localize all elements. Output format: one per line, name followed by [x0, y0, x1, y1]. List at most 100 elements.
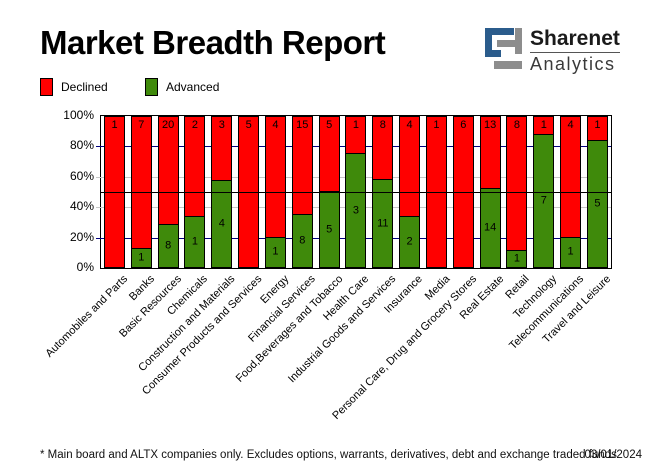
declined-segment: 1 [345, 116, 367, 154]
advanced-value: 7 [540, 194, 547, 207]
declined-value: 2 [191, 119, 199, 131]
advanced-value: 4 [218, 217, 225, 230]
y-tick-60: 60% [69, 168, 94, 183]
advanced-value: 2 [406, 235, 413, 248]
declined-segment: 1 [586, 116, 608, 142]
x-axis-label: Telecommunications [507, 273, 586, 352]
declined-segment: 4 [264, 116, 286, 238]
advanced-segment: 1 [506, 250, 528, 268]
advanced-segment: 1 [264, 236, 286, 268]
x-axis-label: Travel and Leisure [540, 273, 613, 346]
declined-value: 5 [245, 119, 252, 131]
advanced-segment: 3 [345, 153, 367, 268]
declined-segment: 13 [479, 116, 501, 190]
declined-segment: 7 [130, 116, 152, 249]
x-axis-label: Media [422, 273, 452, 303]
y-tick-100: 100% [63, 108, 94, 122]
declined-value: 5 [326, 119, 333, 131]
bar-industrial-goods-and-services: 8 11 [372, 116, 394, 268]
advanced-value: 8 [299, 234, 306, 247]
advanced-segment: 5 [586, 140, 608, 268]
x-axis-label: Basic Resources [117, 273, 184, 340]
advanced-value: 3 [352, 204, 360, 216]
x-axis-label: Food,Beverages and Tobacco [233, 273, 345, 385]
declined-value: 8 [513, 119, 520, 131]
declined-value: 3 [218, 119, 225, 131]
y-tick-40: 40% [69, 199, 94, 214]
logo-name: Sharenet [530, 27, 620, 54]
advanced-value: 11 [377, 217, 389, 229]
declined-value: 1 [540, 119, 547, 131]
x-axis-label: Health Care [320, 273, 371, 323]
y-axis: 100% 80% 60% 40% 20% 0% [0, 108, 96, 274]
legend-item-declined: Declined [40, 78, 108, 96]
declined-value: 4 [406, 119, 413, 131]
x-axis-label: Financial Services [246, 273, 318, 345]
advanced-value: 5 [326, 223, 333, 235]
legend-label-declined: Declined [61, 80, 108, 94]
x-axis-label: Construction and Materials [135, 273, 237, 375]
advanced-segment: 2 [399, 216, 421, 268]
declined-swatch-icon [40, 78, 53, 96]
advanced-segment: 8 [157, 223, 179, 268]
declined-value: 4 [272, 119, 279, 131]
declined-value: 1 [111, 119, 118, 131]
advanced-segment: 11 [372, 179, 394, 268]
footer-note: * Main board and ALTX companies only. Ex… [40, 449, 617, 461]
advanced-segment: 14 [479, 188, 501, 268]
advanced-segment: 8 [291, 214, 313, 268]
x-axis-label: Consumer Products and Services [139, 273, 264, 398]
y-tick-20: 20% [69, 229, 94, 244]
advanced-segment: 1 [560, 236, 582, 268]
sharenet-logo: Sharenet Analytics [485, 27, 620, 75]
declined-segment: 8 [506, 116, 528, 252]
declined-segment: 5 [318, 116, 340, 192]
declined-value: 1 [433, 119, 440, 131]
declined-value: 8 [379, 119, 386, 131]
declined-segment: 3 [211, 116, 233, 182]
declined-segment: 15 [291, 116, 313, 216]
declined-segment: 20 [157, 116, 179, 225]
legend-label-advanced: Advanced [166, 80, 220, 94]
advanced-swatch-icon [145, 78, 158, 96]
declined-segment: 8 [372, 116, 394, 180]
page-title: Market Breadth Report [40, 24, 386, 61]
bar-basic-resources: 20 8 [157, 116, 179, 268]
y-tick-80: 80% [69, 138, 94, 153]
advanced-value: 1 [191, 235, 199, 248]
declined-segment: 1 [533, 116, 555, 135]
declined-segment: 4 [560, 116, 582, 238]
x-axis-label: Real Estate [457, 273, 506, 322]
declined-value: 20 [162, 119, 175, 131]
declined-value: 13 [483, 119, 497, 131]
advanced-value: 1 [138, 251, 145, 264]
legend-item-advanced: Advanced [145, 78, 219, 96]
advanced-segment: 7 [533, 134, 555, 268]
logo-text: Sharenet Analytics [530, 27, 620, 75]
advanced-value: 1 [567, 245, 574, 258]
advanced-segment: 4 [211, 180, 233, 268]
logo-sub: Analytics [530, 54, 616, 75]
sharenet-logo-icon [485, 28, 522, 70]
x-axis-label: Insurance [382, 273, 425, 316]
y-tick-0: 0% [76, 260, 94, 274]
plot-area: 1 7 1 20 8 2 1 3 4 5 4 1 15 8 5 5 1 3 8 11 4 2 1 6 13 14 8 1 1 7 4 1 1 5 [96, 115, 612, 269]
declined-segment: 4 [399, 116, 421, 218]
declined-value: 1 [594, 119, 601, 131]
declined-value: 15 [296, 119, 309, 131]
x-axis-label: Personal Care, Drug and Grocery Stores [329, 273, 479, 422]
advanced-value: 8 [165, 239, 172, 252]
x-axis-label: Energy [257, 273, 291, 307]
advanced-value: 1 [272, 245, 279, 258]
bar-financial-services: 15 8 [291, 116, 313, 268]
